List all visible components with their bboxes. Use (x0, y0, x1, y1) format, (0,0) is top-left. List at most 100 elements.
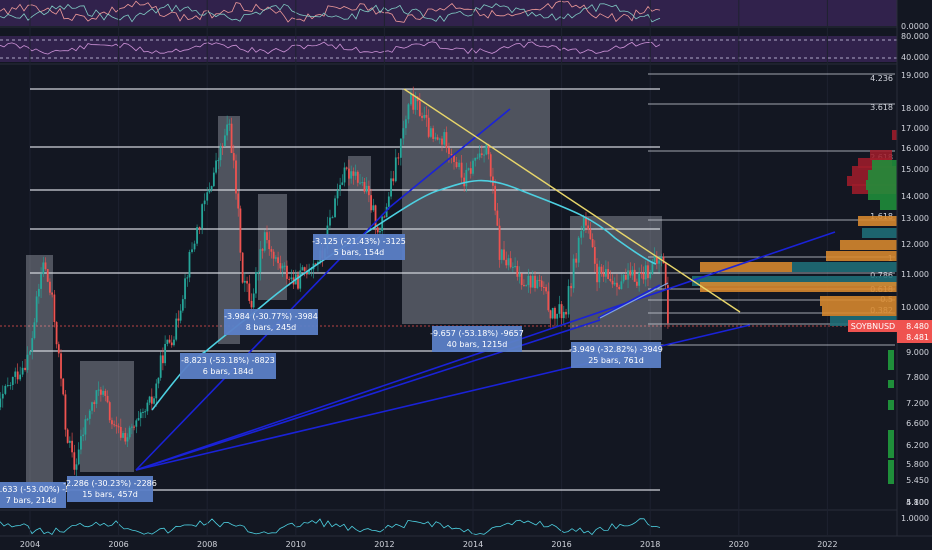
oscillator-line-a (0, 0, 661, 23)
candle-body (55, 322, 58, 345)
measure-label-duration: 8 bars, 245d (246, 323, 297, 332)
candle-body (638, 272, 641, 286)
candle-body (527, 275, 530, 286)
candle-body (575, 258, 578, 263)
volume-profile-bar (892, 130, 897, 140)
time-axis-tick: 2018 (640, 540, 660, 549)
candle-body (159, 355, 162, 378)
trend-line[interactable] (599, 282, 669, 319)
price-axis-tick: 9.000 (906, 348, 929, 357)
candle-body (14, 371, 17, 377)
candle-body (232, 153, 235, 161)
candle-body (651, 262, 654, 274)
candle-body (80, 436, 82, 450)
volume-profile-bar (872, 160, 897, 170)
candle-body (210, 186, 213, 191)
indicator-axis-tick: 1.0000 (901, 514, 929, 523)
candle-body (266, 232, 268, 241)
price-axis-tick: 5.450 (906, 476, 929, 485)
candle-body (631, 269, 634, 276)
candle-body (655, 255, 658, 264)
candle-body (150, 396, 153, 404)
volume-profile-bar (822, 306, 897, 316)
candle-body (618, 286, 621, 290)
price-axis-tick: 14.000 (901, 192, 929, 201)
candle-body (430, 128, 432, 137)
candle-body (261, 249, 264, 251)
candle-body (593, 246, 596, 264)
candle-body (345, 167, 348, 169)
candle-body (572, 258, 575, 289)
candle-body (441, 138, 443, 145)
trend-line-resistance[interactable] (403, 88, 741, 313)
candle-body (356, 171, 359, 183)
candle-body (560, 304, 563, 319)
candle-body (647, 265, 649, 279)
candle-body (350, 171, 353, 179)
measure-label-box (313, 234, 405, 260)
candle-body (487, 144, 490, 155)
candle-body (104, 390, 107, 396)
candle-body (11, 376, 14, 385)
candle-body (97, 389, 100, 391)
candle-body (421, 115, 423, 118)
volume-profile-bar (868, 190, 897, 200)
candle-body (84, 419, 87, 435)
candle-body (33, 322, 36, 339)
candle-body (483, 154, 485, 156)
candle-body (407, 104, 410, 120)
candle-body (179, 310, 182, 321)
candle-body (467, 168, 470, 170)
candle-body (394, 157, 397, 182)
volume-profile-bar (858, 216, 897, 226)
trend-line[interactable] (389, 108, 511, 208)
candle-body (135, 420, 138, 427)
candle-body (489, 154, 492, 177)
candle-body (460, 162, 463, 178)
candle-body (664, 263, 667, 286)
candle-body (636, 281, 638, 286)
candle-body (359, 182, 361, 184)
candle-body (436, 137, 439, 140)
trend-line[interactable] (135, 319, 601, 471)
measure-box[interactable] (258, 194, 287, 300)
candle-body (554, 307, 556, 319)
trend-line[interactable] (597, 284, 661, 319)
measure-label-duration: 5 bars, 154d (334, 248, 385, 257)
candle-body (531, 275, 534, 288)
candle-body (538, 279, 541, 281)
candle-body (653, 255, 656, 263)
candle-body (567, 286, 570, 315)
candle-body (516, 266, 519, 277)
candle-body (173, 339, 175, 346)
measure-label-duration: 40 bars, 1215d (447, 340, 508, 349)
candle-body (4, 385, 7, 394)
candle-body (310, 269, 313, 271)
volume-profile-bar (870, 150, 892, 160)
volume-profile-bar (866, 180, 897, 190)
candle-body (341, 182, 344, 185)
candle-body (536, 279, 539, 289)
candle-body (66, 429, 69, 443)
candle-body (257, 272, 260, 274)
volume-profile-bar (888, 400, 894, 410)
candle-body (288, 278, 291, 280)
candle-body (40, 274, 42, 289)
candle-body (6, 385, 9, 387)
candle-body (26, 354, 29, 370)
candle-body (640, 272, 643, 274)
candle-body (317, 261, 319, 264)
measure-box[interactable] (402, 89, 550, 324)
measure-label-box (0, 482, 66, 508)
candle-body (166, 339, 169, 344)
measure-box[interactable] (80, 361, 134, 472)
candle-body (453, 155, 455, 162)
price-axis-tick: 17.000 (901, 124, 929, 133)
candle-body (547, 291, 550, 311)
candle-body (21, 367, 24, 375)
candle-body (622, 274, 625, 282)
candle-body (514, 266, 516, 268)
measure-box[interactable] (218, 116, 240, 344)
candle-body (279, 263, 282, 269)
